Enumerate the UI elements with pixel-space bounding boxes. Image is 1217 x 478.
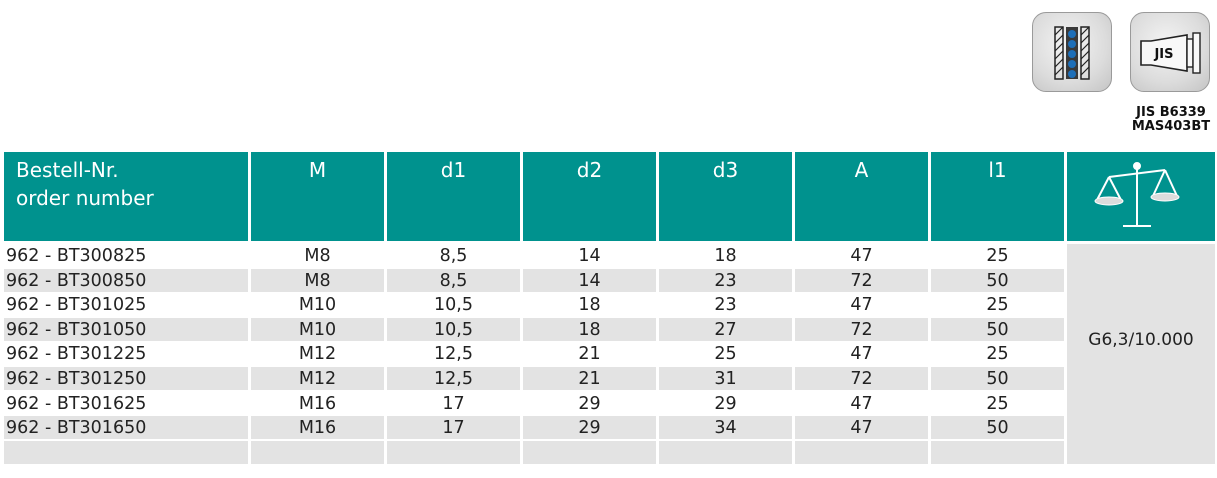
table-cell-d1: 17 (442, 393, 465, 414)
header-m: M (251, 152, 384, 241)
table-cell-d2: 29 (578, 393, 601, 414)
header-balance (1067, 152, 1215, 241)
table-cell-m: M12 (251, 367, 384, 390)
table-cell-a: 72 (795, 268, 928, 292)
table-cell-d1: 10,5 (387, 317, 520, 341)
balance-scale-icon (1094, 162, 1180, 227)
table-cell-m: M16 (298, 393, 337, 414)
jis-taper-icon: JIS (1130, 12, 1210, 92)
balance-grade-cell: G6,3/10.000 (1067, 244, 1215, 464)
header-d1: d1 (387, 152, 520, 241)
table-cell-l1: 25 (986, 393, 1009, 414)
header-order-line-2: order number (16, 186, 154, 210)
table-cell-order: 962 - BT301050 (4, 317, 248, 341)
table-cell-a: 47 (850, 344, 873, 365)
table-cell-a: 47 (850, 295, 873, 316)
table-cell-d3 (659, 440, 792, 464)
table-cell-d2: 21 (523, 367, 656, 390)
table-cell-a: 72 (795, 367, 928, 390)
table-cell-d1: 12,5 (434, 344, 473, 365)
table-cell-d3: 34 (659, 416, 792, 440)
table-cell-d3: 23 (659, 268, 792, 292)
table-cell-d2 (523, 440, 656, 464)
table-cell-d2: 21 (578, 344, 601, 365)
table-cell-d1 (387, 440, 520, 464)
table-cell-order: 962 - BT301650 (4, 416, 248, 440)
table-cell-l1: 50 (931, 367, 1064, 390)
table-cell-d3: 29 (714, 393, 737, 414)
table-cell-d3: 31 (659, 367, 792, 390)
table-cell-l1: 50 (931, 268, 1064, 292)
table-cell-d2: 29 (523, 416, 656, 440)
table-cell-l1: 25 (986, 344, 1009, 365)
table-cell-a (795, 440, 928, 464)
jis-icon-label: JIS (1153, 47, 1173, 62)
table-cell-l1: 50 (931, 317, 1064, 341)
header-d3: d3 (659, 152, 792, 241)
table-cell-a: 47 (850, 393, 873, 414)
table-cell-m: M10 (298, 295, 337, 316)
table-cell-order: 962 - BT300850 (4, 268, 248, 292)
balance-grade-value: G6,3/10.000 (1088, 330, 1194, 350)
table-cell-d1: 10,5 (434, 295, 473, 316)
header-order-line-1: Bestell-Nr. (16, 158, 119, 182)
table-cell-order: 962 - BT301250 (4, 367, 248, 390)
table-cell-a: 47 (795, 416, 928, 440)
table-cell-l1: 25 (986, 246, 1009, 266)
table-cell-m: M10 (251, 317, 384, 341)
table-cell-l1: 50 (931, 416, 1064, 440)
table-cell-d1: 12,5 (387, 367, 520, 390)
table-cell-order: 962 - BT301225 (6, 344, 147, 365)
table-cell-d3: 18 (714, 246, 737, 266)
table-cell-d1: 8,5 (387, 268, 520, 292)
header-a: A (795, 152, 928, 241)
header-order-number: Bestell-Nr. order number (4, 152, 248, 241)
table-cell-l1 (931, 440, 1064, 464)
table-cell-l1: 25 (986, 295, 1009, 316)
standard-label: JIS B6339 MAS403BT (1116, 106, 1217, 134)
table-cell-d2: 14 (523, 268, 656, 292)
table-cell-d2: 14 (578, 246, 601, 266)
balanced-collet-icon (1032, 12, 1112, 92)
table-cell-m: M8 (304, 246, 331, 266)
header-d2: d2 (523, 152, 656, 241)
table-cell-m: M12 (298, 344, 337, 365)
table-cell-order: 962 - BT301025 (6, 295, 147, 316)
table-cell-d1: 17 (387, 416, 520, 440)
table-cell-d3: 27 (659, 317, 792, 341)
standard-line-2: MAS403BT (1131, 119, 1211, 134)
header-l1: l1 (931, 152, 1064, 241)
table-cell-m: M16 (251, 416, 384, 440)
standard-line-1: JIS B6339 (1136, 105, 1206, 120)
table-cell-d1: 8,5 (439, 246, 468, 266)
table-cell-a: 72 (795, 317, 928, 341)
table-cell-order: 962 - BT301625 (6, 393, 147, 414)
table-cell-d2: 18 (523, 317, 656, 341)
table-cell-m: M8 (251, 268, 384, 292)
table-cell-d3: 25 (714, 344, 737, 365)
table-cell-a: 47 (850, 246, 873, 266)
table-cell-order (4, 440, 248, 464)
table-cell-d2: 18 (578, 295, 601, 316)
table-cell-order: 962 - BT300825 (6, 246, 147, 266)
table-cell-m (251, 440, 384, 464)
table-cell-d3: 23 (714, 295, 737, 316)
